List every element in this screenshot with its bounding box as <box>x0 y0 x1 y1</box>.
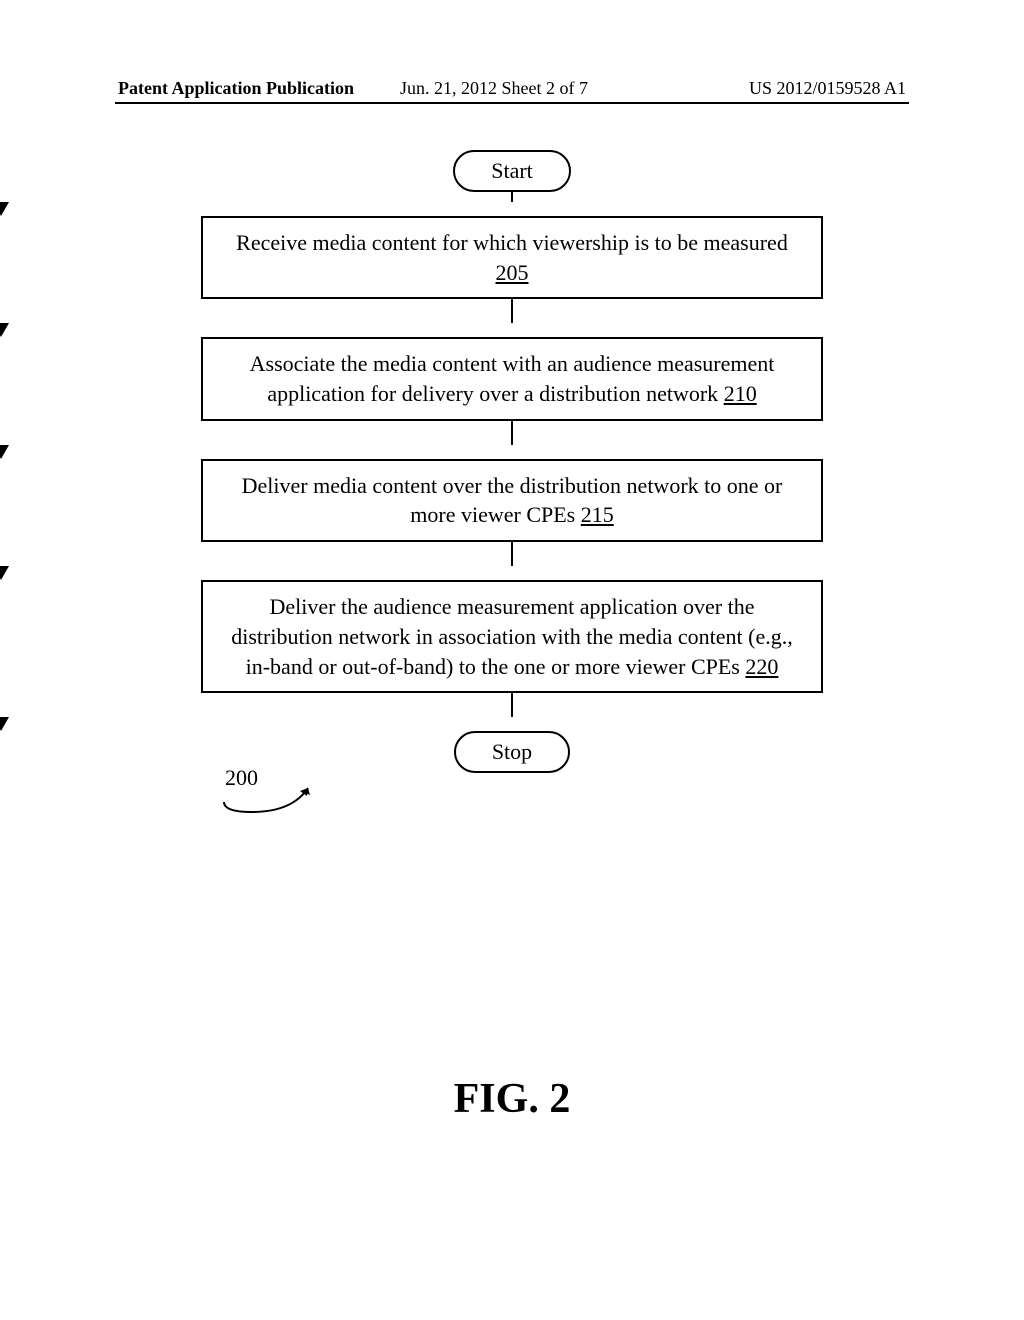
arrow <box>0 542 1024 580</box>
ref-number: 205 <box>496 260 529 285</box>
arrow <box>0 693 1024 731</box>
ref-number: 210 <box>724 381 757 406</box>
start-terminator: Start <box>453 150 571 192</box>
header-rule <box>115 102 909 104</box>
stop-terminator: Stop <box>454 731 570 773</box>
figure-caption: FIG. 2 <box>0 1075 1024 1123</box>
arrow <box>0 421 1024 459</box>
header-right: US 2012/0159528 A1 <box>749 78 906 99</box>
process-text: Deliver the audience measurement applica… <box>231 594 793 678</box>
process-220: Deliver the audience measurement applica… <box>201 580 823 693</box>
ref-number: 215 <box>581 502 614 527</box>
process-215: Deliver media content over the distribut… <box>201 459 823 542</box>
process-text: Associate the media content with an audi… <box>250 351 775 406</box>
process-text: Receive media content for which viewersh… <box>236 230 788 255</box>
page: Patent Application Publication Jun. 21, … <box>0 0 1024 1320</box>
header-left: Patent Application Publication <box>118 78 354 99</box>
process-text: Deliver media content over the distribut… <box>242 473 783 528</box>
process-210: Associate the media content with an audi… <box>201 337 823 420</box>
reference-swoosh-icon <box>222 780 332 820</box>
arrow <box>0 192 1024 216</box>
header-center: Jun. 21, 2012 Sheet 2 of 7 <box>400 78 588 99</box>
ref-number: 220 <box>745 654 778 679</box>
process-205: Receive media content for which viewersh… <box>201 216 823 299</box>
arrow <box>0 299 1024 337</box>
flowchart: Start Receive media content for which vi… <box>0 150 1024 773</box>
